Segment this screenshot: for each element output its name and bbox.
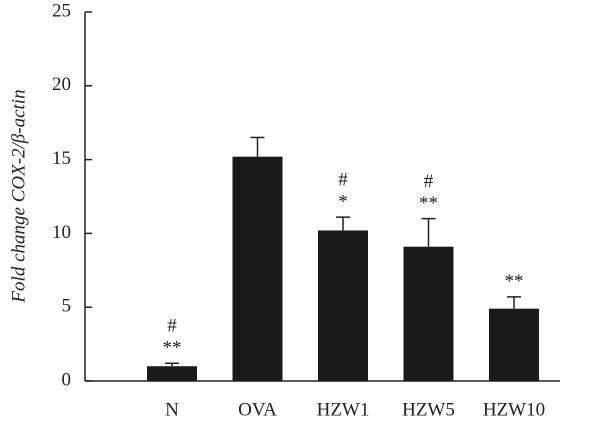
significance-mark: * <box>338 192 348 213</box>
x-tick-label: HZW1 <box>317 399 370 420</box>
y-tick-label: 15 <box>52 148 71 169</box>
y-tick-label: 0 <box>62 369 72 390</box>
x-tick-label: HZW10 <box>483 399 545 420</box>
bar <box>318 230 368 381</box>
significance-mark: # <box>338 170 348 191</box>
bar <box>489 308 539 381</box>
x-tick-label: N <box>165 399 179 420</box>
bar <box>232 156 283 381</box>
y-axis-label: Fold change COX-2/β-actin <box>8 89 29 303</box>
x-tick-label: HZW5 <box>402 399 455 420</box>
y-tick-label: 10 <box>52 222 71 243</box>
significance-mark: ** <box>419 193 438 214</box>
significance-mark: ** <box>163 338 182 359</box>
y-tick-label: 25 <box>52 0 71 21</box>
y-tick-label: 5 <box>62 296 72 317</box>
significance-mark: # <box>167 316 177 337</box>
y-tick-label: 20 <box>52 74 71 95</box>
bar <box>403 246 454 381</box>
significance-mark: ** <box>505 271 524 292</box>
x-tick-label: OVA <box>238 399 277 420</box>
bar <box>147 366 197 381</box>
significance-mark: # <box>424 171 434 192</box>
